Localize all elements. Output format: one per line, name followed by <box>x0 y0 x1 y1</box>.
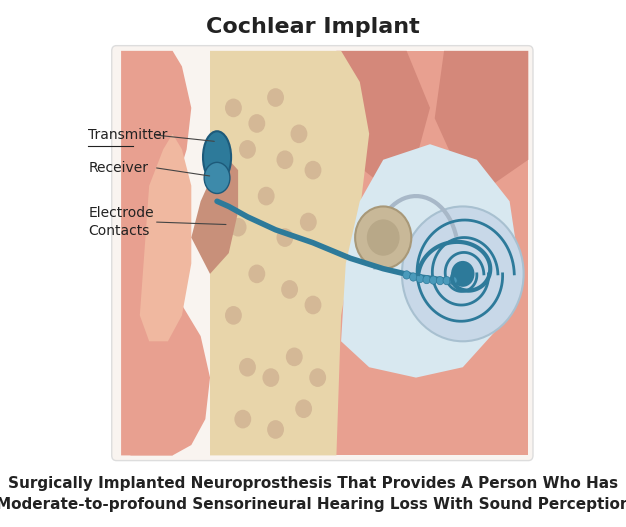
Text: Surgically Implanted Neuroprosthesis That Provides A Person Who Has
Moderate-to-: Surgically Implanted Neuroprosthesis Tha… <box>0 476 626 512</box>
Circle shape <box>277 228 294 247</box>
Circle shape <box>262 368 279 387</box>
Circle shape <box>230 218 247 237</box>
Polygon shape <box>210 51 369 455</box>
Circle shape <box>239 358 256 377</box>
Polygon shape <box>121 51 210 455</box>
Circle shape <box>403 271 411 279</box>
Circle shape <box>277 150 294 169</box>
Polygon shape <box>434 51 528 186</box>
Circle shape <box>225 99 242 117</box>
Circle shape <box>234 410 251 428</box>
Circle shape <box>249 114 265 133</box>
Text: Receiver: Receiver <box>88 161 148 174</box>
Circle shape <box>309 368 326 387</box>
Circle shape <box>423 276 431 284</box>
Circle shape <box>267 88 284 107</box>
Circle shape <box>451 261 475 287</box>
Circle shape <box>290 124 307 143</box>
Circle shape <box>443 277 451 285</box>
Circle shape <box>429 276 437 284</box>
Circle shape <box>281 280 298 299</box>
Circle shape <box>286 347 303 366</box>
Polygon shape <box>341 144 519 378</box>
Circle shape <box>436 277 444 285</box>
Circle shape <box>258 187 275 206</box>
Text: Transmitter: Transmitter <box>88 128 168 142</box>
Text: Electrode
Contacts: Electrode Contacts <box>88 207 154 238</box>
Circle shape <box>225 306 242 325</box>
Circle shape <box>305 161 321 180</box>
Polygon shape <box>332 51 430 186</box>
Circle shape <box>300 213 317 231</box>
Polygon shape <box>130 357 173 455</box>
Circle shape <box>305 296 321 314</box>
Circle shape <box>449 277 457 285</box>
Circle shape <box>402 207 523 341</box>
Circle shape <box>249 265 265 283</box>
Circle shape <box>295 399 312 418</box>
Circle shape <box>355 207 411 269</box>
Circle shape <box>267 420 284 439</box>
Circle shape <box>220 177 237 195</box>
Polygon shape <box>266 51 528 455</box>
Circle shape <box>239 140 256 159</box>
Ellipse shape <box>204 162 230 193</box>
Polygon shape <box>192 160 238 274</box>
Circle shape <box>367 219 399 256</box>
Circle shape <box>409 273 417 281</box>
Ellipse shape <box>203 131 231 183</box>
Circle shape <box>416 275 424 282</box>
FancyBboxPatch shape <box>111 46 533 461</box>
Polygon shape <box>140 134 192 341</box>
Text: Cochlear Implant: Cochlear Implant <box>206 17 420 37</box>
